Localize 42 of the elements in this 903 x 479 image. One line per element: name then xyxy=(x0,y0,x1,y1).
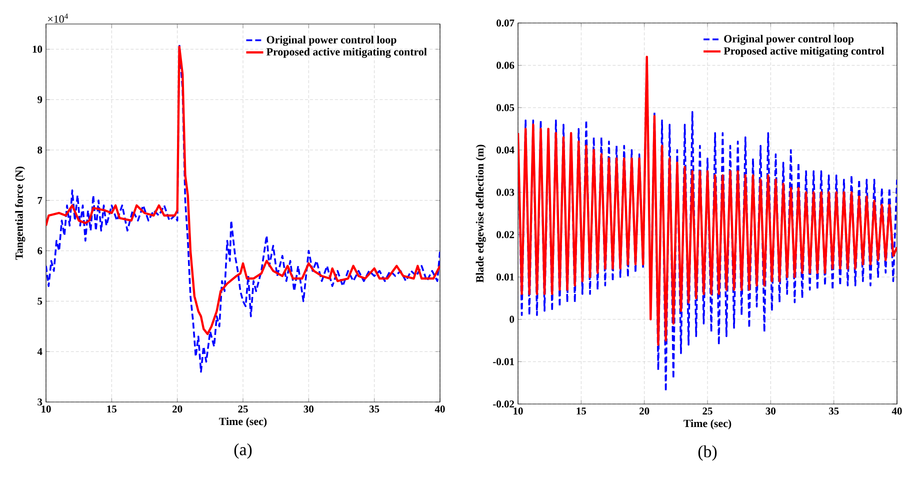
text: ×10$^{4}$ xyxy=(48,14,68,23)
y-tick-label: 0.01 xyxy=(496,273,514,281)
x-tick-label: 20 xyxy=(640,408,650,415)
x-tick-label: 10 xyxy=(514,408,523,415)
y-tick-label: 7 xyxy=(38,196,42,204)
text: (b) xyxy=(698,445,717,461)
x-tick-label: 30 xyxy=(304,406,314,413)
x-tick-label: 35 xyxy=(369,406,380,413)
x-axis-title: Time (sec) xyxy=(219,417,267,428)
y-tick-label: 5 xyxy=(38,298,42,305)
y-tick-label: 0.05 xyxy=(496,104,514,112)
x-tick-label: 35 xyxy=(829,408,839,415)
y-axis-title: Tangential force (N) xyxy=(15,166,26,260)
y-tick-label: 0 xyxy=(510,316,514,323)
y-tick-label: 3 xyxy=(38,398,42,406)
y-tick-label: 0.02 xyxy=(496,231,514,238)
y-axis-title: Blade edgewise deflection (m) xyxy=(476,144,486,283)
x-tick-label: 15 xyxy=(576,408,586,415)
y-tick-label: -0.02 xyxy=(493,400,514,408)
y-tick-label: 0.04 xyxy=(496,146,514,154)
x-axis-title: Time (sec) xyxy=(684,419,732,430)
x-tick-label: 25 xyxy=(238,406,248,413)
legend-label: Original power control loop xyxy=(724,34,854,45)
y-tick-label: 0.06 xyxy=(496,62,514,69)
y-tick-label: -0.01 xyxy=(493,358,514,366)
x-tick-label: 40 xyxy=(892,408,902,415)
y-tick-label: 0.03 xyxy=(496,188,514,196)
y-tick-label: 0.07 xyxy=(496,19,514,27)
x-tick-label: 20 xyxy=(172,406,182,413)
y-tick-label: 6 xyxy=(38,247,42,254)
legend-label: Proposed active mitigating control xyxy=(724,46,884,57)
x-tick-label: 30 xyxy=(766,408,776,415)
x-tick-label: 25 xyxy=(702,408,712,415)
y-tick-label: 9 xyxy=(38,96,42,104)
legend-label: Original power control loop xyxy=(266,36,396,46)
text: (a) xyxy=(234,443,252,459)
legend-label: Proposed active mitigating control xyxy=(266,48,427,58)
y-tick-label: 10 xyxy=(32,46,42,53)
y-tick-label: 8 xyxy=(38,146,42,154)
x-tick-label: 15 xyxy=(107,406,117,413)
y-tick-label: 4 xyxy=(37,348,42,356)
x-tick-label: 40 xyxy=(434,406,445,413)
